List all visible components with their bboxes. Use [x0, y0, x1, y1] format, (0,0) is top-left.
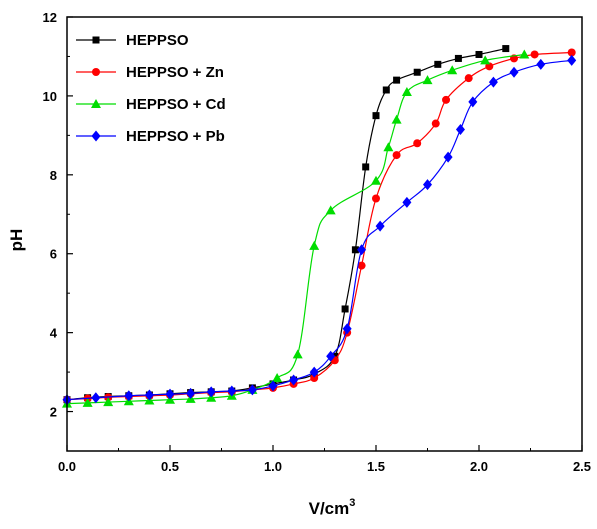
data-point	[475, 50, 483, 58]
data-point	[383, 142, 394, 152]
x-tick-label: 0.5	[161, 459, 179, 474]
data-point	[362, 163, 370, 171]
x-tick-label: 0.0	[58, 459, 76, 474]
data-point	[488, 76, 498, 88]
data-point	[567, 48, 576, 57]
data-point	[372, 112, 380, 120]
data-point	[309, 240, 320, 250]
legend-entry: HEPPSO + Zn	[76, 64, 224, 81]
data-point	[309, 366, 319, 378]
data-point	[325, 205, 336, 215]
legend: HEPPSO HEPPSO + Zn HEPPSO + Cd HEPPSO + Pb	[76, 32, 226, 145]
data-point	[326, 350, 336, 362]
legend-marker	[92, 68, 100, 76]
x-axis-title: V/cm3	[309, 497, 356, 518]
data-point	[272, 373, 283, 383]
legend-marker	[91, 130, 101, 142]
series-layer	[62, 45, 577, 408]
legend-label: HEPPSO + Cd	[126, 96, 226, 113]
data-point	[268, 380, 278, 392]
series-line	[66, 53, 525, 405]
data-point	[341, 305, 349, 313]
data-point	[82, 397, 93, 407]
legend-marker	[91, 99, 101, 108]
data-point	[372, 194, 380, 203]
data-point	[509, 66, 519, 78]
data-point	[357, 244, 367, 256]
data-point	[391, 114, 402, 124]
data-point	[382, 86, 390, 94]
data-point	[530, 50, 539, 59]
y-axis-title: pH	[7, 229, 26, 252]
data-point	[447, 65, 458, 75]
data-point	[357, 261, 366, 270]
data-point	[567, 54, 577, 66]
legend-entry: HEPPSO	[76, 32, 189, 49]
series-2	[62, 49, 530, 408]
data-point	[443, 151, 453, 163]
data-point	[434, 60, 442, 68]
legend-entry: HEPPSO + Cd	[76, 96, 226, 113]
series-3	[62, 54, 577, 406]
legend-entry: HEPPSO + Pb	[76, 128, 225, 145]
data-point	[206, 386, 216, 398]
data-point	[247, 384, 257, 396]
data-point	[442, 95, 451, 104]
data-point	[464, 74, 473, 83]
data-point	[536, 58, 546, 70]
data-point	[431, 119, 440, 128]
data-point	[468, 96, 478, 108]
data-point	[103, 397, 114, 407]
data-point	[124, 390, 134, 402]
data-point	[502, 45, 510, 53]
data-point	[91, 392, 101, 404]
data-point	[455, 123, 465, 135]
legend-label: HEPPSO	[126, 32, 189, 49]
data-point	[165, 388, 175, 400]
data-point	[393, 76, 401, 84]
x-tick-label: 1.0	[264, 459, 282, 474]
ticks-layer: 0.0 0.5 1.0 1.5 2.0 2.5 2 4 6 8 10 12	[43, 10, 592, 474]
y-tick-label: 12	[43, 10, 57, 25]
data-point	[375, 220, 385, 232]
data-point	[289, 374, 299, 386]
x-tick-label: 1.5	[367, 459, 385, 474]
data-point	[401, 86, 412, 96]
data-point	[454, 54, 462, 62]
legend-label: HEPPSO + Zn	[126, 64, 224, 81]
y-tick-label: 8	[50, 168, 57, 183]
data-point	[351, 246, 359, 254]
data-point	[480, 55, 491, 65]
data-point	[423, 179, 432, 191]
data-point	[413, 139, 422, 148]
data-point	[310, 374, 319, 383]
data-point	[392, 151, 401, 160]
legend-label: HEPPSO + Pb	[126, 128, 225, 145]
data-point	[144, 389, 154, 401]
data-point	[402, 196, 412, 208]
x-axis-title-text: V/cm	[309, 499, 350, 518]
data-point	[371, 175, 381, 185]
data-point	[227, 385, 237, 397]
plot-frame	[66, 16, 583, 452]
data-point	[186, 387, 196, 399]
data-point	[342, 323, 352, 335]
y-tick-label: 10	[43, 89, 57, 104]
data-point	[422, 75, 433, 85]
x-tick-label: 2.0	[470, 459, 488, 474]
y-tick-label: 6	[50, 247, 57, 262]
data-point	[413, 68, 421, 76]
legend-marker	[92, 36, 100, 44]
x-axis-title-superscript: 3	[349, 497, 355, 509]
y-tick-label: 2	[50, 405, 57, 420]
y-tick-label: 4	[50, 326, 58, 341]
x-tick-label: 2.5	[573, 459, 591, 474]
data-point	[519, 49, 530, 59]
data-point	[292, 349, 303, 359]
